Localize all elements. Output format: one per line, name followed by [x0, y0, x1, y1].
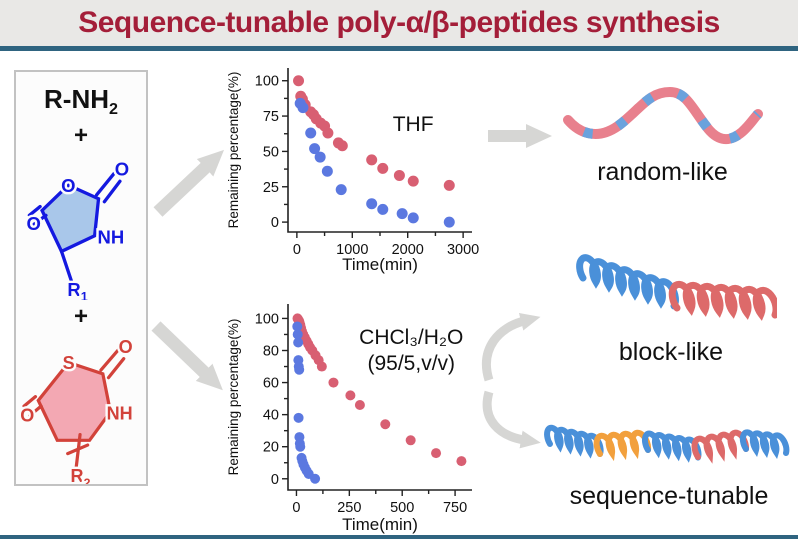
banner: Sequence-tunable poly-α/β-peptides synth… — [0, 0, 798, 46]
svg-text:0: 0 — [292, 500, 300, 516]
svg-text:2000: 2000 — [392, 242, 424, 258]
atom-label-carbonyl-o2: O — [20, 405, 34, 425]
banner-divider — [0, 46, 798, 51]
arrow-to-chcl3-chart — [151, 321, 223, 391]
reactants-panel: R-NH2 + O O O NH R1 + S O O NH R2 — [14, 70, 148, 486]
svg-text:100: 100 — [255, 74, 279, 90]
atom-label-carbonyl-o: O — [115, 158, 129, 179]
svg-text:Time(min): Time(min) — [342, 255, 418, 274]
nca-structure: O O O NH R1 — [24, 156, 131, 300]
svg-text:80: 80 — [263, 344, 279, 360]
svg-text:(95/5,v/v): (95/5,v/v) — [368, 352, 456, 375]
atom-label-nh: NH — [98, 226, 125, 247]
curved-arrow-to-sequence — [482, 390, 541, 449]
svg-text:100: 100 — [255, 311, 279, 327]
substituent-r1: R1 — [67, 279, 87, 300]
svg-text:250: 250 — [337, 500, 361, 516]
plus-sign-1: + — [73, 122, 88, 150]
nta-structure: S O O NH R2 — [19, 335, 135, 484]
svg-text:40: 40 — [263, 408, 279, 424]
block-helix — [576, 254, 777, 321]
svg-text:50: 50 — [263, 144, 279, 160]
curved-arrow-to-block — [482, 312, 541, 382]
thf-chart: 0 1000 2000 3000 0 25 50 75 100 Time(min) Remainin… — [226, 56, 484, 278]
amine-formula: R-NH2 — [44, 84, 118, 119]
random-label: random-like — [597, 158, 728, 186]
atom-label-s: S — [63, 353, 75, 373]
svg-text:0: 0 — [271, 472, 279, 488]
svg-text:60: 60 — [263, 376, 279, 392]
page-title: Sequence-tunable poly-α/β-peptides synth… — [78, 6, 720, 39]
svg-text:500: 500 — [390, 500, 414, 516]
svg-text:CHCl₃/H₂O: CHCl₃/H₂O — [359, 326, 463, 349]
chcl3-chart: 0 250 500 750 0 20 40 60 80 100 Time(min) Remaining… — [226, 290, 484, 538]
svg-text:THF: THF — [393, 113, 434, 136]
sequence-label: sequence-tunable — [569, 482, 769, 510]
atom-label-carbonyl-o2: O — [26, 213, 40, 234]
svg-text:1000: 1000 — [336, 242, 368, 258]
svg-text:75: 75 — [263, 109, 279, 125]
svg-text:20: 20 — [263, 440, 279, 456]
random-helix — [563, 86, 763, 145]
substituent-r2: R2 — [71, 466, 91, 484]
block-label: block-like — [618, 338, 724, 366]
atom-label-ring-o: O — [61, 175, 75, 196]
atom-label-nh: NH — [107, 403, 133, 423]
svg-text:0: 0 — [271, 215, 279, 231]
svg-text:Remaining percentage(%): Remaining percentage(%) — [226, 319, 241, 476]
plus-sign-2: + — [73, 302, 88, 330]
sequence-helix — [544, 424, 790, 464]
bottom-bar — [0, 535, 798, 539]
atom-label-carbonyl-o: O — [119, 337, 133, 357]
svg-text:750: 750 — [443, 500, 467, 516]
svg-text:0: 0 — [293, 242, 301, 258]
arrow-to-thf-chart — [153, 149, 225, 217]
svg-text:3000: 3000 — [447, 242, 479, 258]
svg-text:Time(min): Time(min) — [342, 515, 418, 534]
svg-text:Remaining percentage(%): Remaining percentage(%) — [226, 72, 241, 229]
svg-text:25: 25 — [263, 180, 279, 196]
